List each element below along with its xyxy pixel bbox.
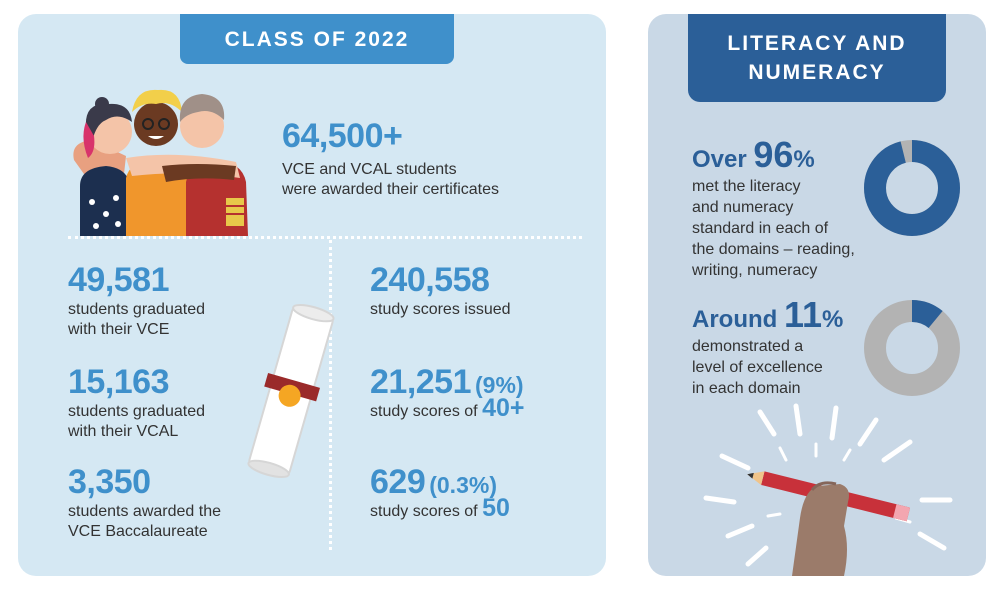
literacy-stat-desc-1: met the literacy bbox=[692, 178, 801, 195]
scores-50-threshold: 50 bbox=[482, 494, 510, 522]
scores-40-desc-line: study scores of 40+ bbox=[370, 396, 524, 422]
horizontal-divider bbox=[68, 236, 582, 239]
scores-40-threshold: 40+ bbox=[482, 394, 525, 422]
donut-11-track bbox=[864, 300, 960, 396]
scores-50-value-line: 629 (0.3%) bbox=[370, 464, 497, 503]
title-line-2: NUMERACY bbox=[748, 61, 886, 84]
vce-graduates-desc-2: with their VCE bbox=[68, 321, 170, 338]
literacy-stat-number: 96 bbox=[753, 134, 794, 175]
donut-chart-11 bbox=[864, 300, 960, 396]
excellence-stat-desc-3: in each domain bbox=[692, 380, 801, 397]
hand-pencil-illustration bbox=[703, 403, 953, 576]
study-scores-issued-desc: study scores issued bbox=[370, 301, 511, 318]
donut-96-fill bbox=[864, 140, 960, 236]
study-scores-issued-value: 240,558 bbox=[370, 261, 490, 299]
scores-50-desc: study scores of bbox=[370, 503, 478, 520]
literacy-stat-desc-3: standard in each of bbox=[692, 220, 829, 237]
literacy-stat-unit: % bbox=[793, 146, 815, 173]
literacy-numeracy-title: LITERACY AND NUMERACY bbox=[688, 14, 946, 102]
diploma-scroll-icon bbox=[247, 303, 335, 479]
literacy-stat-desc-2: and numeracy bbox=[692, 199, 794, 216]
hero-stat-desc-2: were awarded their certificates bbox=[282, 181, 499, 198]
title-line-1: LITERACY AND bbox=[727, 32, 907, 55]
literacy-stat-headline: Over 96% bbox=[692, 137, 815, 177]
vertical-divider bbox=[329, 240, 332, 550]
scores-50-percent: (0.3%) bbox=[429, 472, 497, 498]
excellence-stat-desc-1: demonstrated a bbox=[692, 338, 804, 355]
excellence-stat-prefix: Around bbox=[692, 306, 778, 333]
excellence-stat-unit: % bbox=[822, 306, 844, 333]
scores-40-value-line: 21,251 (9%) bbox=[370, 364, 524, 403]
students-illustration bbox=[73, 89, 248, 236]
class-of-2022-title: CLASS OF 2022 bbox=[180, 14, 454, 64]
vcal-graduates-value: 15,163 bbox=[68, 363, 170, 401]
excellence-stat-number: 11 bbox=[783, 294, 823, 335]
hero-stat-value: 64,500+ bbox=[282, 117, 403, 155]
scores-40-value: 21,251 bbox=[370, 363, 472, 401]
hero-stat-desc-1: VCE and VCAL students bbox=[282, 161, 457, 178]
excellence-stat-headline: Around 11% bbox=[692, 297, 844, 337]
vce-graduates-desc-1: students graduated bbox=[68, 301, 205, 318]
baccalaureate-desc-1: students awarded the bbox=[68, 503, 221, 520]
donut-chart-96 bbox=[864, 140, 960, 236]
literacy-numeracy-panel bbox=[648, 14, 986, 576]
vcal-graduates-desc-2: with their VCAL bbox=[68, 423, 179, 440]
scores-50-value: 629 bbox=[370, 463, 426, 501]
scores-40-percent: (9%) bbox=[475, 372, 524, 398]
literacy-stat-desc-4: the domains – reading, bbox=[692, 241, 855, 258]
donut-11-fill bbox=[864, 300, 960, 396]
vcal-graduates-desc-1: students graduated bbox=[68, 403, 205, 420]
baccalaureate-desc-2: VCE Baccalaureate bbox=[68, 523, 208, 540]
literacy-stat-desc-5: writing, numeracy bbox=[692, 262, 818, 279]
vce-graduates-value: 49,581 bbox=[68, 261, 170, 299]
baccalaureate-value: 3,350 bbox=[68, 463, 151, 501]
excellence-stat-desc-2: level of excellence bbox=[692, 359, 823, 376]
scores-50-desc-line: study scores of 50 bbox=[370, 496, 510, 522]
scores-40-desc: study scores of bbox=[370, 403, 478, 420]
literacy-stat-prefix: Over bbox=[692, 146, 747, 173]
